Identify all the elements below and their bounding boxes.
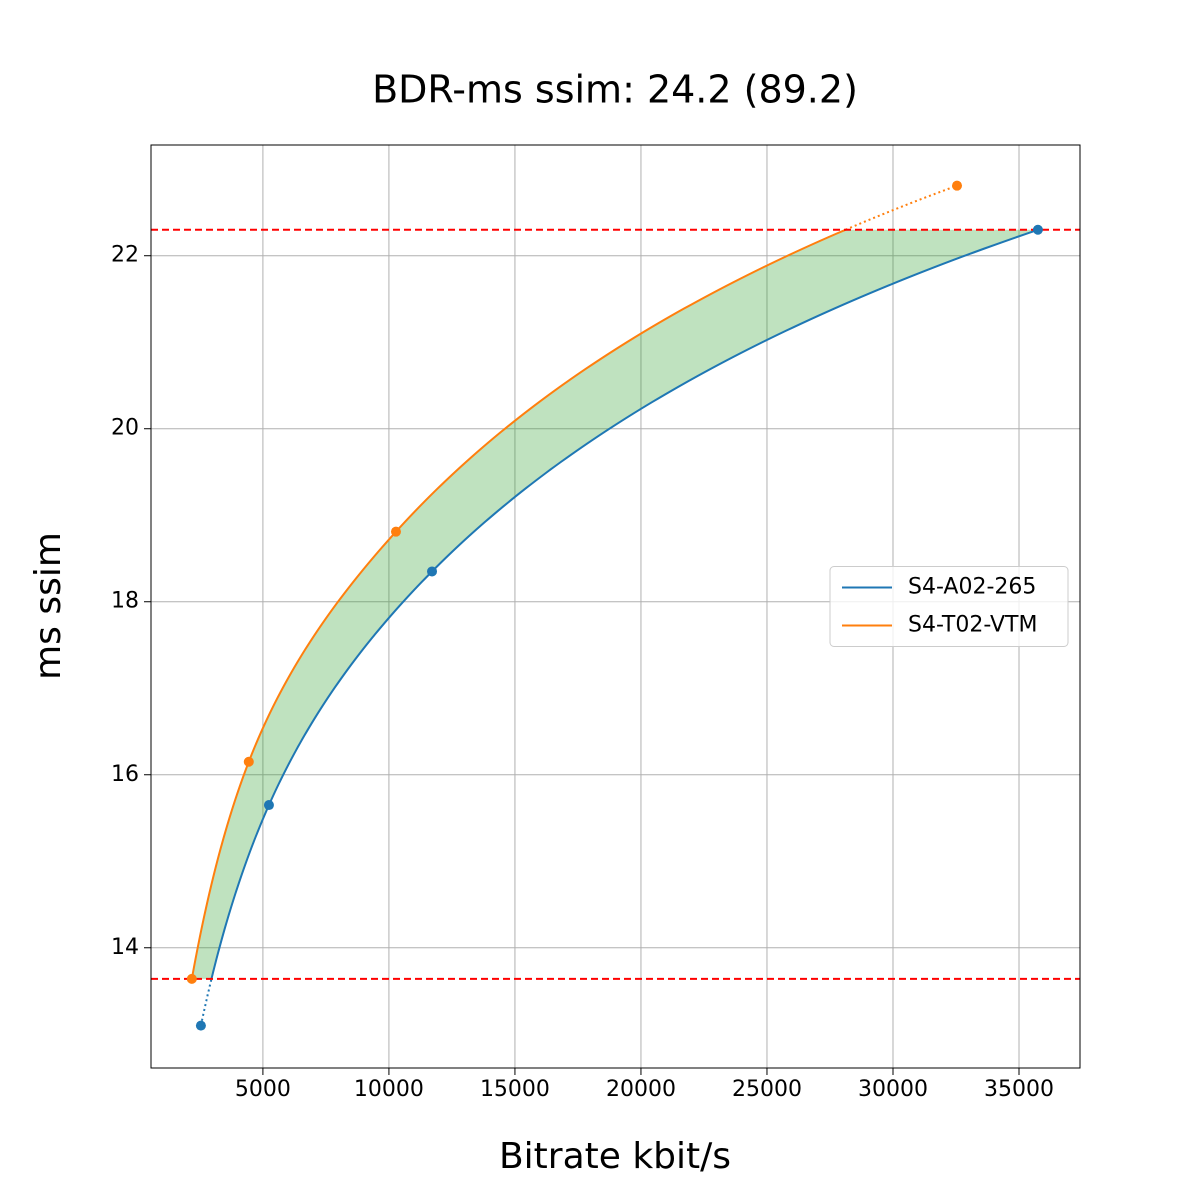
y-tick-label: 16 (111, 762, 139, 787)
fit-curve (190, 228, 846, 980)
data-point (952, 180, 963, 191)
plot-frame (150, 144, 1081, 1069)
data-point (427, 566, 438, 577)
data-point (263, 800, 274, 811)
data-point (390, 526, 401, 537)
data-point (186, 973, 197, 984)
chart-title: BDR-ms ssim: 24.2 (89.2) (372, 68, 858, 112)
fit-extension (845, 184, 958, 231)
y-tick-label: 20 (111, 416, 139, 441)
x-axis-label: Bitrate kbit/s (499, 1136, 731, 1177)
y-axis-label: ms ssim (28, 532, 69, 680)
y-tick-label: 22 (111, 243, 139, 268)
x-tick-label: 20000 (606, 1077, 676, 1102)
y-tick-label: 18 (111, 589, 139, 614)
fit-extension (199, 978, 213, 1026)
fit-curve (210, 228, 1039, 980)
x-tick-label: 25000 (732, 1077, 802, 1102)
x-tick-label: 15000 (480, 1077, 550, 1102)
x-tick-label: 5000 (235, 1077, 291, 1102)
x-tick-label: 10000 (354, 1077, 424, 1102)
plot-area (151, 180, 1080, 1031)
legend-label: S4-T02-VTM (908, 613, 1037, 638)
legend-label: S4-A02-265 (908, 575, 1036, 600)
x-tick-label: 30000 (858, 1077, 928, 1102)
data-point (243, 756, 254, 767)
bd-area (191, 229, 1038, 979)
data-point (1032, 224, 1043, 235)
x-tick-label: 35000 (984, 1077, 1054, 1102)
y-tick-label: 14 (111, 935, 139, 960)
data-point (195, 1020, 206, 1031)
